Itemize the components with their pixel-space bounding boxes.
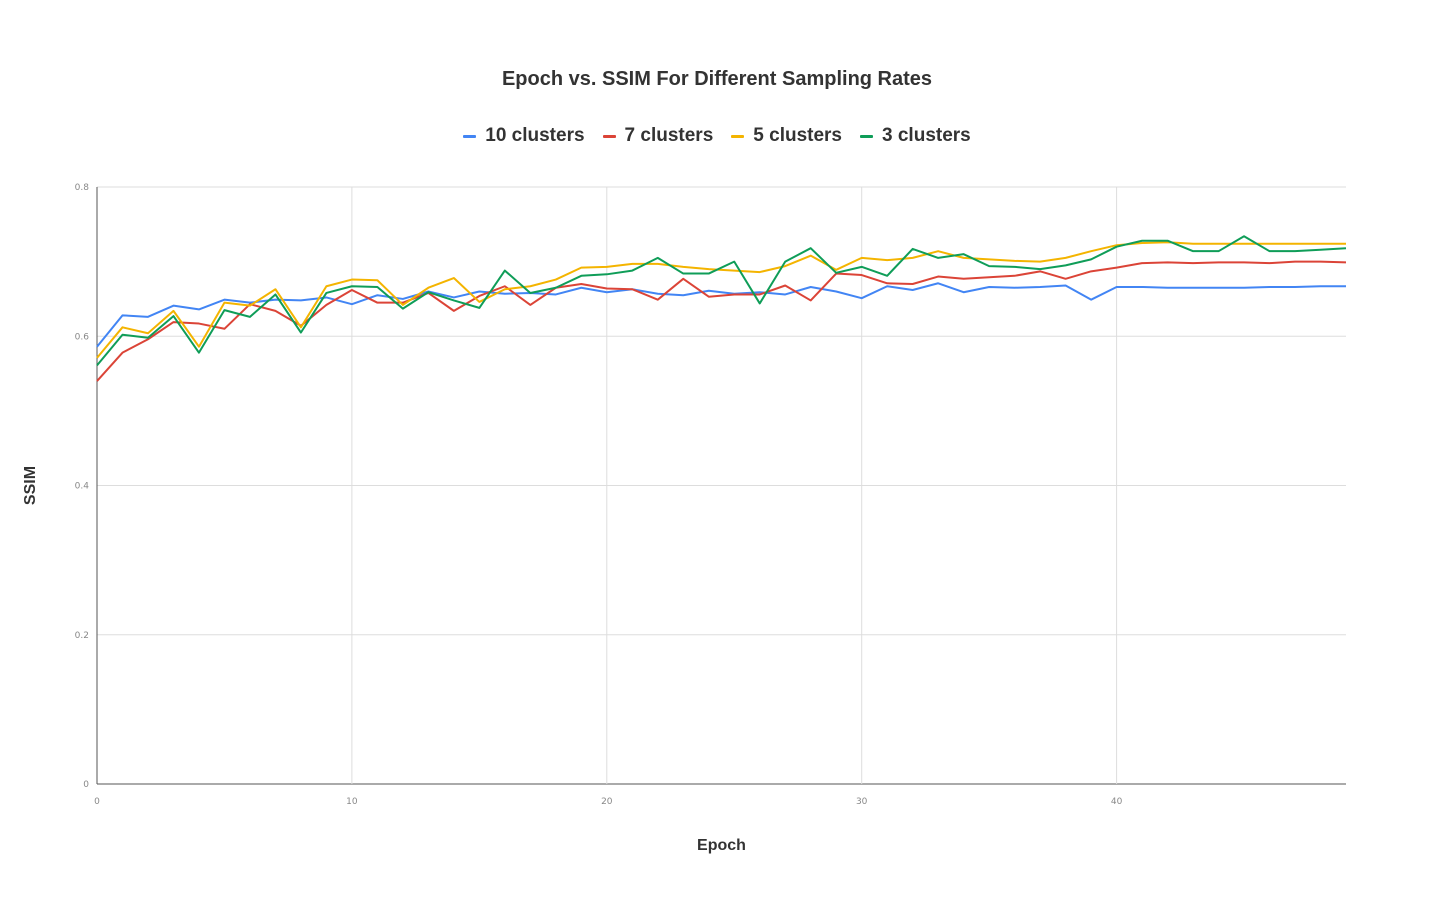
y-tick-label: 0.6 [75,332,90,342]
legend-item: 10 clusters [463,125,585,147]
legend-label: 10 clusters [485,125,585,146]
series-line-3-clusters [96,235,1347,366]
y-tick-label: 0 [83,780,89,790]
legend-swatch [602,134,616,138]
legend-item: 7 clusters [602,125,714,147]
legend-item: 5 clusters [731,125,842,147]
x-tick-label: 10 [346,797,358,807]
x-axis-title: Epoch [697,837,746,854]
x-tick-label: 30 [856,797,868,807]
legend-swatch [860,134,874,138]
legend-swatch [463,134,477,138]
x-tick-label: 40 [1111,797,1123,807]
series-line-10-clusters [96,282,1346,348]
y-axis-title: SSIM [22,466,39,505]
legend-item: 3 clusters [860,125,971,147]
series-line-7-clusters [96,260,1347,382]
y-tick-label: 0.8 [75,183,90,193]
x-tick-label: 0 [94,797,100,807]
legend: 10 clusters 7 clusters 5 clusters 3 cluster… [0,125,1434,147]
x-tick-label: 20 [601,797,613,807]
legend-label: 3 clusters [882,125,971,146]
y-tick-label: 0.4 [75,482,90,492]
legend-label: 7 clusters [624,125,714,146]
chart-title: Epoch vs. SSIM For Different Sampling Ra… [501,68,933,90]
y-tick-label: 0.2 [75,631,89,641]
series-line-5-clusters [96,241,1346,359]
legend-swatch [731,134,745,138]
legend-label: 5 clusters [753,125,843,146]
